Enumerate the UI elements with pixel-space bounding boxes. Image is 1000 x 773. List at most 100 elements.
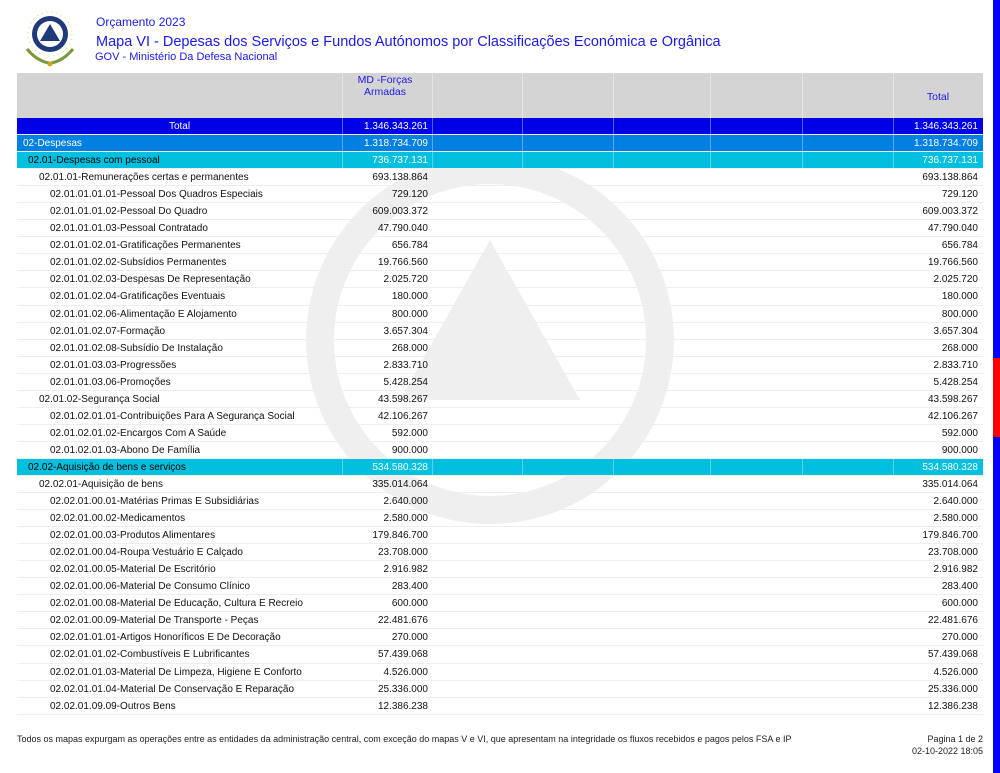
row-label: 02.01.01.01.01-Pessoal Dos Quadros Espec… bbox=[50, 189, 263, 201]
row-value-total: 179.846.700 bbox=[922, 530, 978, 542]
row-label: 02.01.01.02.01-Gratificações Permanentes bbox=[50, 240, 241, 252]
table-row: 02.02.01.00.05-Material De Escritório 2.9… bbox=[17, 561, 983, 579]
table-row: 02.01.01.01.01-Pessoal Dos Quadros Espec… bbox=[17, 186, 983, 204]
table-row: 02.02.01.01.04-Material De Conservação E… bbox=[17, 681, 983, 698]
row-label: 02-Despesas bbox=[23, 138, 82, 150]
table-row: 02.02.01.01.01-Artigos Honoríficos E De … bbox=[17, 629, 983, 647]
column-divider bbox=[522, 118, 523, 135]
table-row: 02.01.01-Remunerações certas e permanent… bbox=[17, 169, 983, 187]
column-divider bbox=[522, 458, 523, 475]
column-divider bbox=[432, 118, 433, 135]
row-label: 02.02.01.00.05-Material De Escritório bbox=[50, 564, 216, 576]
coat-of-arms-logo bbox=[25, 11, 75, 67]
column-header-md-forcas-armadas: MD -Forças Armadas bbox=[357, 74, 413, 98]
row-value-total: 2.833.710 bbox=[933, 359, 979, 371]
row-value-total: 729.120 bbox=[941, 189, 978, 201]
row-value-md-forcas-armadas: 1.346.343.261 bbox=[364, 121, 428, 132]
column-divider bbox=[710, 135, 711, 152]
row-value-total: 270.000 bbox=[941, 632, 978, 644]
table-row: 02.01.02.01.01-Contribuições Para A Segu… bbox=[17, 408, 983, 425]
table-row: 02.01.01.02.08-Subsídio De Instalação 268… bbox=[17, 340, 983, 357]
row-value-md-forcas-armadas: 2.025.720 bbox=[383, 274, 429, 286]
row-value-md-forcas-armadas: 335.014.064 bbox=[372, 478, 428, 490]
page-number: Pagina 1 de 2 bbox=[927, 734, 983, 744]
row-value-total: 283.400 bbox=[941, 581, 978, 593]
row-label: 02.02.01.00.01-Matérias Primas E Subsidi… bbox=[50, 496, 259, 508]
page-subtitle: GOV - Ministério Da Defesa Nacional bbox=[95, 51, 278, 63]
row-value-total: 592.000 bbox=[941, 427, 978, 439]
column-divider bbox=[432, 135, 433, 152]
row-label: 02.01.02.01.02-Encargos Com A Saúde bbox=[50, 427, 227, 439]
row-value-md-forcas-armadas: 179.846.700 bbox=[372, 530, 428, 542]
table-row: 02.01.02.01.02-Encargos Com A Saúde 592.0… bbox=[17, 425, 983, 442]
row-label: 02.01.01.02.02-Subsídios Permanentes bbox=[50, 257, 227, 269]
row-value-total: 335.014.064 bbox=[922, 478, 978, 490]
column-divider bbox=[802, 135, 803, 152]
row-label: 02.01.01.03.03-Progressões bbox=[50, 359, 177, 371]
row-label: 02.02.01.00.02-Medicamentos bbox=[50, 513, 186, 525]
column-divider bbox=[893, 152, 894, 169]
row-value-md-forcas-armadas: 534.580.328 bbox=[372, 461, 428, 473]
row-label: 02.01.01.02.04-Gratificações Eventuais bbox=[50, 291, 226, 303]
row-value-md-forcas-armadas: 656.784 bbox=[391, 240, 428, 252]
row-value-md-forcas-armadas: 800.000 bbox=[391, 308, 428, 320]
table-row: 02.01.01.02.07-Formação 3.657.304 3.657.30… bbox=[17, 323, 983, 340]
row-value-total: 1.318.734.709 bbox=[914, 138, 978, 150]
table-row: 02.02.01-Aquisição de bens 335.014.064 335… bbox=[17, 476, 983, 494]
row-value-total: 12.386.238 bbox=[927, 700, 978, 712]
row-label: 02.01.01.02.06-Alimentação E Alojamento bbox=[50, 308, 237, 320]
column-divider bbox=[342, 118, 343, 135]
row-value-md-forcas-armadas: 600.000 bbox=[391, 598, 428, 610]
table-row: 02.02.01.00.01-Matérias Primas E Subsidi… bbox=[17, 493, 983, 511]
row-value-md-forcas-armadas: 592.000 bbox=[391, 427, 428, 439]
column-divider bbox=[613, 458, 614, 475]
row-value-total: 57.439.068 bbox=[927, 649, 978, 661]
row-label: 02.02.01.01.02-Combustíveis E Lubrifican… bbox=[50, 649, 250, 661]
row-value-md-forcas-armadas: 12.386.238 bbox=[377, 700, 428, 712]
row-value-md-forcas-armadas: 2.580.000 bbox=[383, 513, 429, 525]
scrollbar-marker[interactable] bbox=[993, 358, 1000, 437]
row-value-total: 656.784 bbox=[941, 240, 978, 252]
row-value-md-forcas-armadas: 2.640.000 bbox=[383, 496, 429, 508]
table-row: 02.01.01.02.04-Gratificações Eventuais 18… bbox=[17, 288, 983, 306]
row-value-md-forcas-armadas: 693.138.864 bbox=[372, 172, 428, 184]
column-divider bbox=[432, 458, 433, 475]
row-value-total: 2.640.000 bbox=[933, 496, 979, 508]
row-label: 02.01.02-Segurança Social bbox=[39, 393, 160, 405]
row-label: 02.02.01.00.03-Produtos Alimentares bbox=[50, 530, 216, 542]
row-value-total: 2.025.720 bbox=[933, 274, 979, 286]
column-divider bbox=[710, 458, 711, 475]
row-label: 02.02.01.00.06-Material De Consumo Clíni… bbox=[50, 581, 251, 593]
row-label: 02.02.01-Aquisição de bens bbox=[39, 478, 163, 490]
table-row: 02.01.01.02.03-Despesas De Representação… bbox=[17, 271, 983, 289]
row-value-total: 4.526.000 bbox=[933, 666, 979, 678]
table-row: 02.01.02.01.03-Abono De Família 900.000 90… bbox=[17, 442, 983, 459]
column-divider bbox=[613, 135, 614, 152]
row-label: 02.01.02.01.01-Contribuições Para A Segu… bbox=[50, 410, 295, 422]
row-label: 02.02.01.01.03-Material De Limpeza, Higi… bbox=[50, 666, 302, 678]
table-row: 02.01.01.02.01-Gratificações Permanentes… bbox=[17, 237, 983, 255]
row-value-total: 268.000 bbox=[941, 342, 978, 354]
page-info: Pagina 1 de 2 02-10-2022 18:05 bbox=[912, 733, 983, 757]
table-row: 02.02.01.01.02-Combustíveis E Lubrifican… bbox=[17, 646, 983, 664]
row-value-md-forcas-armadas: 4.526.000 bbox=[383, 666, 429, 678]
row-value-total: 42.106.267 bbox=[927, 410, 978, 422]
column-divider bbox=[613, 118, 614, 135]
row-value-total: 534.580.328 bbox=[922, 461, 978, 473]
column-divider bbox=[802, 458, 803, 475]
table-row: 02.01.01.01.02-Pessoal Do Quadro 609.003.… bbox=[17, 203, 983, 221]
row-label: 02.01-Despesas com pessoal bbox=[28, 155, 160, 167]
row-value-md-forcas-armadas: 180.000 bbox=[391, 291, 428, 303]
table-row: 02.01-Despesas com pessoal 736.737.131 736… bbox=[17, 152, 983, 170]
row-label: 02.01.01.02.03-Despesas De Representação bbox=[50, 274, 251, 286]
table-row: 02-Despesas 1.318.734.709 1.318.734.709 bbox=[17, 135, 983, 153]
column-divider bbox=[342, 152, 343, 169]
row-label: 02.01.01.02.07-Formação bbox=[50, 325, 166, 337]
row-value-total: 5.428.254 bbox=[933, 376, 979, 388]
column-divider bbox=[710, 118, 711, 135]
row-label: 02.01.01.01.02-Pessoal Do Quadro bbox=[50, 206, 208, 218]
row-value-total: 600.000 bbox=[941, 598, 978, 610]
table-row: 02.02.01.00.04-Roupa Vestuário E Calçado… bbox=[17, 544, 983, 562]
row-value-md-forcas-armadas: 609.003.372 bbox=[372, 206, 428, 218]
row-value-md-forcas-armadas: 1.318.734.709 bbox=[364, 138, 428, 150]
